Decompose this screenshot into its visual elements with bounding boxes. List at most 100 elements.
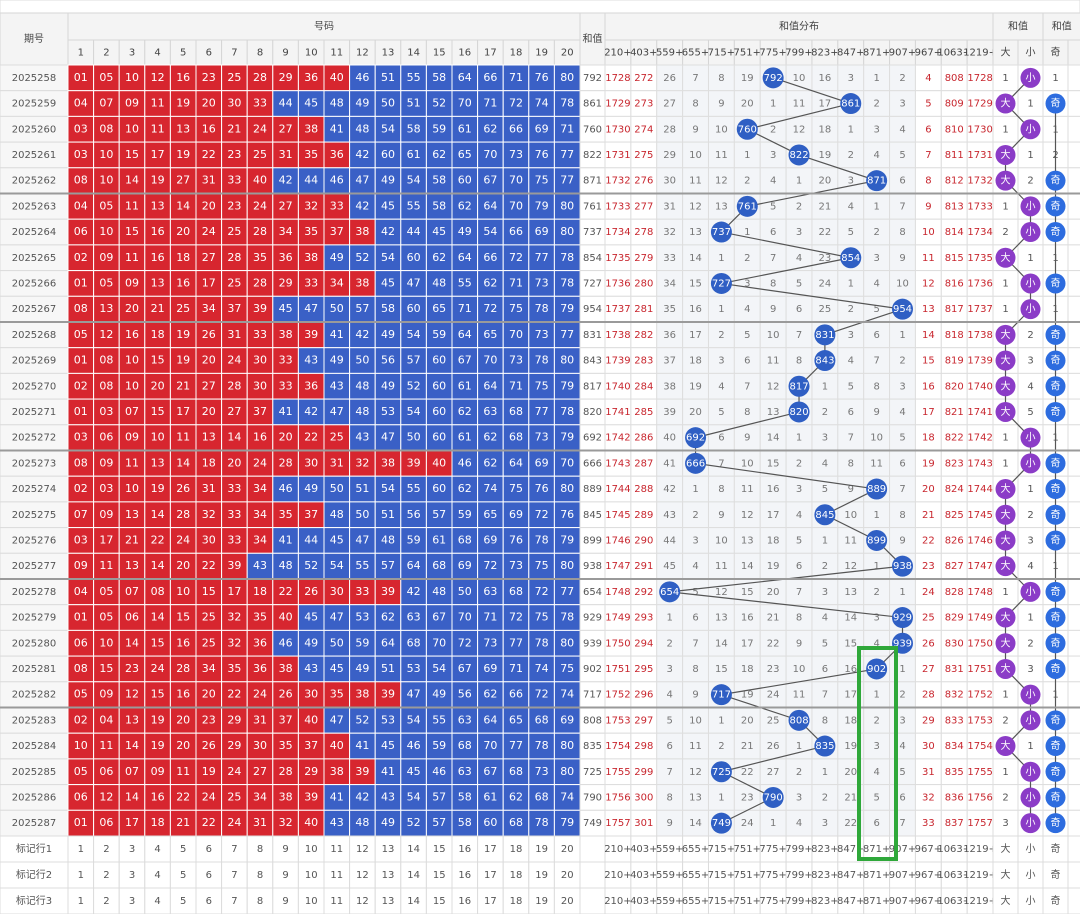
ball-number: 20: [176, 713, 190, 726]
ball-number: 40: [304, 816, 318, 829]
ball-number: 34: [253, 482, 267, 495]
omission-value: 5: [822, 638, 828, 649]
omission-value: 288: [634, 484, 653, 495]
omission-value: 17: [844, 690, 857, 701]
parity-marker-label: 奇: [1051, 739, 1061, 752]
parity-marker-label: 奇: [1051, 611, 1061, 624]
ball-cell: [323, 90, 351, 117]
omission-value: 1: [796, 433, 802, 444]
ball-number: 29: [227, 713, 241, 726]
omission-value: 275: [634, 150, 653, 161]
ball-number: 75: [535, 174, 549, 187]
ball-number: 49: [355, 662, 369, 675]
header-cell: [1042, 12, 1080, 41]
omission-value: 20: [819, 176, 832, 187]
ball-number: 80: [560, 765, 574, 778]
omission-value: 2: [796, 458, 802, 469]
ball-number: 05: [99, 71, 113, 84]
size-omission: 1: [1002, 124, 1008, 135]
footer-bin: 799+: [785, 870, 812, 881]
ball-number: 38: [330, 765, 344, 778]
ball-number: 09: [99, 508, 113, 521]
ball-number: 18: [202, 456, 216, 469]
omission-value: 1: [873, 201, 879, 212]
omission-value: 276: [634, 176, 653, 187]
omission-value: 12: [715, 587, 728, 598]
omission-value: 30: [922, 741, 935, 752]
ball-number: 06: [99, 816, 113, 829]
ball-number: 23: [227, 148, 241, 161]
omission-value: 3: [899, 99, 905, 110]
ball-number: 57: [432, 508, 446, 521]
omission-value: 15: [922, 356, 935, 367]
ball-number: 11: [125, 199, 139, 212]
period: 2025279: [12, 613, 57, 624]
footer-bin: 210+: [604, 870, 631, 881]
ball-number: 72: [509, 251, 523, 264]
omission-value: 22: [819, 227, 832, 238]
footer-number: 18: [510, 844, 523, 855]
omission-value: 19: [741, 73, 754, 84]
cell: [992, 64, 1019, 92]
omission-value: 6: [899, 176, 905, 187]
ball-number: 62: [432, 148, 446, 161]
ball-number: 31: [202, 174, 216, 187]
sum-marker-label: 717: [712, 690, 731, 701]
ball-number: 05: [74, 688, 88, 701]
ball-number: 49: [330, 354, 344, 367]
footer-number: 1: [78, 896, 84, 907]
ball-cell: [502, 167, 530, 195]
ball-number: 71: [560, 122, 574, 135]
ball-number: 49: [381, 174, 395, 187]
omission-value: 27: [663, 99, 676, 110]
ball-number: 77: [535, 405, 549, 418]
ball-number: 52: [355, 251, 369, 264]
ball-cell: [144, 90, 171, 117]
size-marker-label: 大: [1001, 328, 1011, 341]
omission-value: 15: [715, 664, 728, 675]
cell: [1067, 347, 1080, 374]
omission-value: 14: [767, 433, 780, 444]
omission-value: 2: [796, 767, 802, 778]
cell: [0, 115, 69, 143]
parity-marker-label: 奇: [1051, 790, 1061, 803]
sum-marker-label: 954: [893, 304, 912, 315]
size-omission: 2: [1027, 330, 1033, 341]
sum-marker-label: 808: [789, 715, 808, 726]
ball-number: 14: [227, 431, 241, 444]
ball-cell: [451, 64, 479, 92]
ball-number: 38: [279, 662, 293, 675]
footer-number: 16: [458, 870, 471, 881]
ball-number: 28: [176, 662, 190, 675]
sum-marker-label: 929: [893, 613, 912, 624]
ball-number: 30: [304, 456, 318, 469]
ball-cell: [118, 218, 146, 246]
ball-number: 66: [509, 122, 523, 135]
header-cell: [0, 12, 69, 66]
ball-number: 77: [560, 328, 574, 341]
footer-bin: 799+: [785, 896, 812, 907]
sum-value: 727: [583, 278, 602, 289]
omission-value: 36: [663, 330, 676, 341]
footer-number: 3: [129, 896, 135, 907]
omission-value: 822: [945, 433, 964, 444]
cell: [0, 218, 69, 246]
ball-number: 14: [151, 611, 165, 624]
omission-value: 30: [663, 176, 676, 187]
ball-number: 69: [483, 662, 497, 675]
ball-number: 21: [125, 533, 139, 546]
ball-number: 40: [279, 611, 293, 624]
omission-value: 3: [692, 535, 698, 546]
ball-number: 36: [253, 636, 267, 649]
omission-value: 44: [663, 535, 676, 546]
omission-value: 5: [666, 715, 672, 726]
ball-number: 17: [99, 533, 113, 546]
ball-number: 64: [483, 199, 497, 212]
ball-number: 64: [458, 71, 472, 84]
omission-value: 1: [822, 381, 828, 392]
size-omission: 2: [1002, 792, 1008, 803]
size-omission: 3: [1027, 535, 1033, 546]
header-period: 期号: [24, 33, 44, 45]
ball-number: 76: [535, 71, 549, 84]
ball-number: 67: [483, 765, 497, 778]
